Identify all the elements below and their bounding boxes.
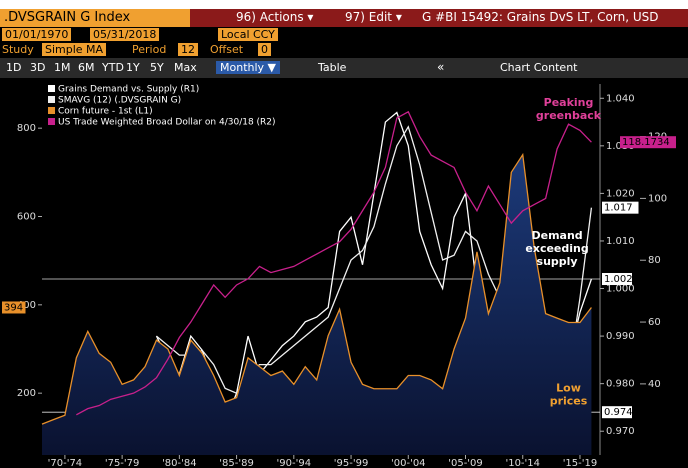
menu-bar — [190, 9, 688, 27]
legend-label: SMAVG (12) (.DVSGRAIN G) — [58, 96, 181, 106]
x-tick-label: '90-'94 — [277, 458, 312, 468]
reference-badge — [602, 406, 632, 419]
area — [42, 154, 592, 455]
title-strip — [0, 0, 688, 9]
y2-tick-label: 0.990 — [606, 331, 635, 342]
x-tick-label: '80-'84 — [162, 458, 197, 468]
study-label: Study — [2, 43, 34, 56]
reference-label: 1.002 — [604, 274, 633, 285]
legend-label: Grains Demand vs. Supply (R1) — [58, 85, 199, 95]
range-button[interactable]: 1Y — [126, 61, 140, 74]
series-line — [41, 152, 592, 425]
legend-swatch — [48, 118, 55, 125]
last-value-badge — [2, 301, 26, 314]
legend-swatch — [48, 96, 55, 103]
period[interactable]: 12 — [178, 43, 198, 56]
range-button[interactable]: 5Y — [150, 61, 164, 74]
legend-swatch — [48, 85, 55, 92]
period-label: Period — [132, 43, 167, 56]
currency[interactable]: Local CCY — [218, 28, 278, 41]
chart-content-button[interactable]: Chart Content — [500, 61, 578, 74]
x-tick-label: '75-'79 — [105, 458, 140, 468]
x-tick-label: '70-'74 — [48, 458, 83, 468]
end-date[interactable]: 05/31/2018 — [90, 28, 160, 41]
y-tick-label: 800 — [17, 123, 36, 134]
ticker-bar — [0, 9, 190, 27]
range-button[interactable]: 1D — [6, 61, 22, 74]
y3-tick-label: 60 — [648, 317, 661, 328]
y2-tick-label: 0.970 — [606, 426, 635, 437]
frequency[interactable]: Monthly ▼ — [216, 61, 280, 74]
y2-tick-label: 0.980 — [606, 379, 635, 390]
start-date[interactable]: 01/01/1970 — [2, 28, 72, 41]
last-value-badge — [620, 136, 676, 149]
range-button[interactable]: 3D — [30, 61, 46, 74]
x-tick-label: '10-'14 — [505, 458, 540, 468]
chart: 200 400 600 800 0.970 0.980 0.990 1.000 1.010 1.0… — [2, 84, 676, 468]
series-line — [76, 110, 592, 416]
offset[interactable]: 0 — [258, 43, 271, 56]
study[interactable]: Simple MA — [42, 43, 107, 56]
collapse-button[interactable]: « — [437, 60, 445, 74]
x-tick-label: '85-'89 — [219, 458, 254, 468]
y2-tick-label: 1.020 — [606, 188, 635, 199]
annotation: Low prices — [550, 381, 588, 407]
range-button[interactable]: 1M — [54, 61, 71, 74]
range-button[interactable]: YTD — [102, 61, 124, 74]
y3-tick-label: 100 — [648, 193, 667, 204]
y2-tick-label: 1.010 — [606, 236, 635, 247]
reference-label: 0.974 — [604, 407, 633, 418]
last-value-label: 118.1734 — [622, 137, 670, 148]
table-button[interactable]: Table — [318, 61, 347, 74]
y3-tick-label: 80 — [648, 255, 661, 266]
edit-menu[interactable]: 97) Edit ▾ — [345, 10, 402, 24]
range-button[interactable]: Max — [174, 61, 197, 74]
x-tick-label: '05-'09 — [448, 458, 483, 468]
last-value-label: 1.017 — [604, 203, 633, 214]
y2-tick-label: 1.040 — [606, 93, 635, 104]
x-tick-label: '95-'99 — [334, 458, 369, 468]
actions-menu[interactable]: 96) Actions ▾ — [236, 10, 314, 24]
ticker[interactable]: .DVSGRAIN G Index — [4, 10, 131, 25]
y-tick-label: 600 — [17, 212, 36, 223]
range-bar — [0, 58, 688, 78]
annotation: Demand exceeding supply — [525, 229, 588, 268]
y3-tick-label: 40 — [648, 379, 661, 390]
reference-badge — [602, 273, 632, 286]
last-value-label: 394 — [4, 302, 23, 313]
offset-label: Offset — [210, 43, 244, 56]
y-tick-label: 400 — [17, 300, 36, 311]
chart-id: G #BI 15492: Grains DvS LT, Corn, USD — [422, 10, 659, 24]
y2-tick-label: 1.000 — [606, 284, 635, 295]
range-button[interactable]: 6M — [78, 61, 95, 74]
x-tick-label: '15-'19 — [563, 458, 598, 468]
legend-swatch — [48, 107, 55, 114]
y-tick-label: 200 — [17, 388, 36, 399]
annotation: Peaking greenback — [536, 96, 602, 122]
legend-label: US Trade Weighted Broad Dollar on 4/30/1… — [58, 118, 276, 128]
legend-label: Corn future - 1st (L1) — [58, 107, 153, 117]
last-value-badge — [602, 201, 639, 214]
x-tick-label: '00-'04 — [391, 458, 426, 468]
